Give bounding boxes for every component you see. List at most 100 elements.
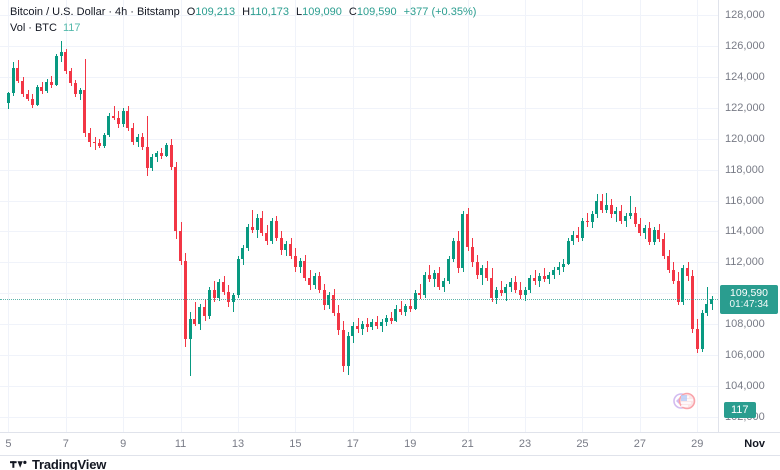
candle-body bbox=[614, 211, 618, 215]
candle-body bbox=[188, 319, 192, 340]
gridline-h bbox=[0, 77, 718, 79]
gridline-h bbox=[0, 416, 718, 418]
candle-body bbox=[112, 115, 116, 119]
candle-body bbox=[480, 268, 484, 275]
candle-body bbox=[102, 135, 106, 146]
candle-body bbox=[293, 256, 297, 267]
gridline-h bbox=[0, 293, 718, 295]
candle-body bbox=[561, 263, 565, 267]
candle-wick bbox=[252, 209, 253, 233]
candle-body bbox=[255, 217, 259, 230]
candle-body bbox=[418, 293, 422, 295]
gridline-v bbox=[123, 0, 124, 432]
candle-body bbox=[279, 237, 283, 250]
candle-wick bbox=[95, 137, 96, 150]
candle-wick bbox=[501, 280, 502, 297]
gridline-h bbox=[0, 200, 718, 202]
candle-body bbox=[179, 231, 183, 261]
candle-body bbox=[126, 111, 130, 129]
tradingview-logo-text: TradingView bbox=[32, 457, 107, 470]
candle-wick bbox=[114, 105, 115, 121]
price-axis[interactable]: 128,000 126,000 124,000 122,000 120,000 118,0… bbox=[718, 0, 780, 432]
time-tick-label: 11 bbox=[174, 438, 187, 450]
candle-body bbox=[313, 276, 317, 286]
time-tick-label: 27 bbox=[633, 438, 646, 450]
candle-body bbox=[461, 214, 465, 269]
current-price-value: 109,590 bbox=[730, 287, 768, 300]
gridline-h bbox=[0, 354, 718, 356]
candle-body bbox=[35, 87, 39, 105]
candle-body bbox=[303, 260, 307, 278]
gridline-v bbox=[238, 0, 239, 432]
candle-body bbox=[360, 324, 364, 329]
candle-body bbox=[624, 216, 627, 221]
gridline-v bbox=[640, 0, 641, 432]
candle-body bbox=[423, 274, 427, 295]
time-axis[interactable]: 5 7 9 11 13 15 17 19 21 23 25 27 29 Nov bbox=[0, 432, 780, 455]
candle-body bbox=[198, 307, 202, 324]
candle-body bbox=[580, 220, 584, 238]
candle-body bbox=[705, 303, 709, 314]
current-price-badge: 109,590 01:47:34 bbox=[720, 285, 778, 315]
candle-body bbox=[528, 277, 532, 291]
candle-body bbox=[389, 317, 393, 321]
time-tick-label: 9 bbox=[120, 438, 127, 450]
candle-body bbox=[54, 56, 58, 85]
bar-countdown: 01:47:34 bbox=[729, 299, 769, 311]
candle-body bbox=[628, 212, 632, 216]
gridline-h bbox=[0, 262, 718, 264]
candle-body bbox=[131, 128, 135, 142]
candle-body bbox=[695, 328, 699, 349]
candle-body bbox=[504, 286, 508, 294]
gridline-h bbox=[0, 231, 718, 233]
time-tick-label: 21 bbox=[461, 438, 474, 450]
candle-body bbox=[284, 243, 288, 250]
candle-body bbox=[542, 276, 546, 280]
candle-body bbox=[375, 321, 379, 326]
current-volume-badge: 117 bbox=[724, 402, 756, 418]
time-tick-label: 19 bbox=[404, 438, 417, 450]
candle-body bbox=[351, 325, 355, 337]
candle-wick bbox=[99, 138, 100, 149]
bottom-bar: TradingView bbox=[0, 455, 780, 470]
candle-body bbox=[145, 146, 149, 169]
candle-body bbox=[159, 152, 163, 156]
candle-body bbox=[30, 98, 34, 105]
candle-body bbox=[164, 145, 168, 156]
candle-body bbox=[289, 243, 293, 257]
candle-body bbox=[576, 234, 580, 238]
candle-body bbox=[64, 52, 68, 71]
candle-body bbox=[595, 200, 599, 215]
candle-body bbox=[83, 90, 87, 134]
candle-body bbox=[710, 299, 714, 304]
candle-body bbox=[356, 325, 360, 329]
gridline-h bbox=[0, 15, 718, 17]
candle-body bbox=[633, 212, 637, 224]
tradingview-logo[interactable]: TradingView bbox=[10, 457, 106, 470]
candle-body bbox=[681, 268, 685, 303]
gridline-v bbox=[410, 0, 411, 432]
candle-wick bbox=[233, 293, 234, 312]
candle-body bbox=[571, 234, 575, 241]
candle-body bbox=[447, 259, 450, 281]
time-tick-label: 23 bbox=[518, 438, 532, 450]
candle-body bbox=[169, 145, 173, 167]
candle-wick bbox=[707, 286, 708, 317]
candle-wick bbox=[190, 311, 191, 377]
candle-body bbox=[193, 319, 197, 324]
time-tick-label: 7 bbox=[62, 438, 69, 450]
chart-plot-area[interactable] bbox=[0, 0, 718, 432]
candle-body bbox=[274, 220, 278, 238]
candle-body bbox=[265, 232, 269, 242]
candle-body bbox=[270, 220, 273, 242]
candle-body bbox=[203, 307, 207, 317]
candle-body bbox=[88, 133, 92, 142]
candle-wick bbox=[616, 206, 617, 223]
candle-body bbox=[107, 115, 111, 135]
gridline-v bbox=[66, 0, 67, 432]
candle-wick bbox=[391, 311, 392, 324]
candle-body bbox=[384, 317, 388, 323]
candle-body bbox=[346, 336, 350, 366]
candle-body bbox=[647, 228, 651, 243]
candle-wick bbox=[410, 299, 411, 312]
